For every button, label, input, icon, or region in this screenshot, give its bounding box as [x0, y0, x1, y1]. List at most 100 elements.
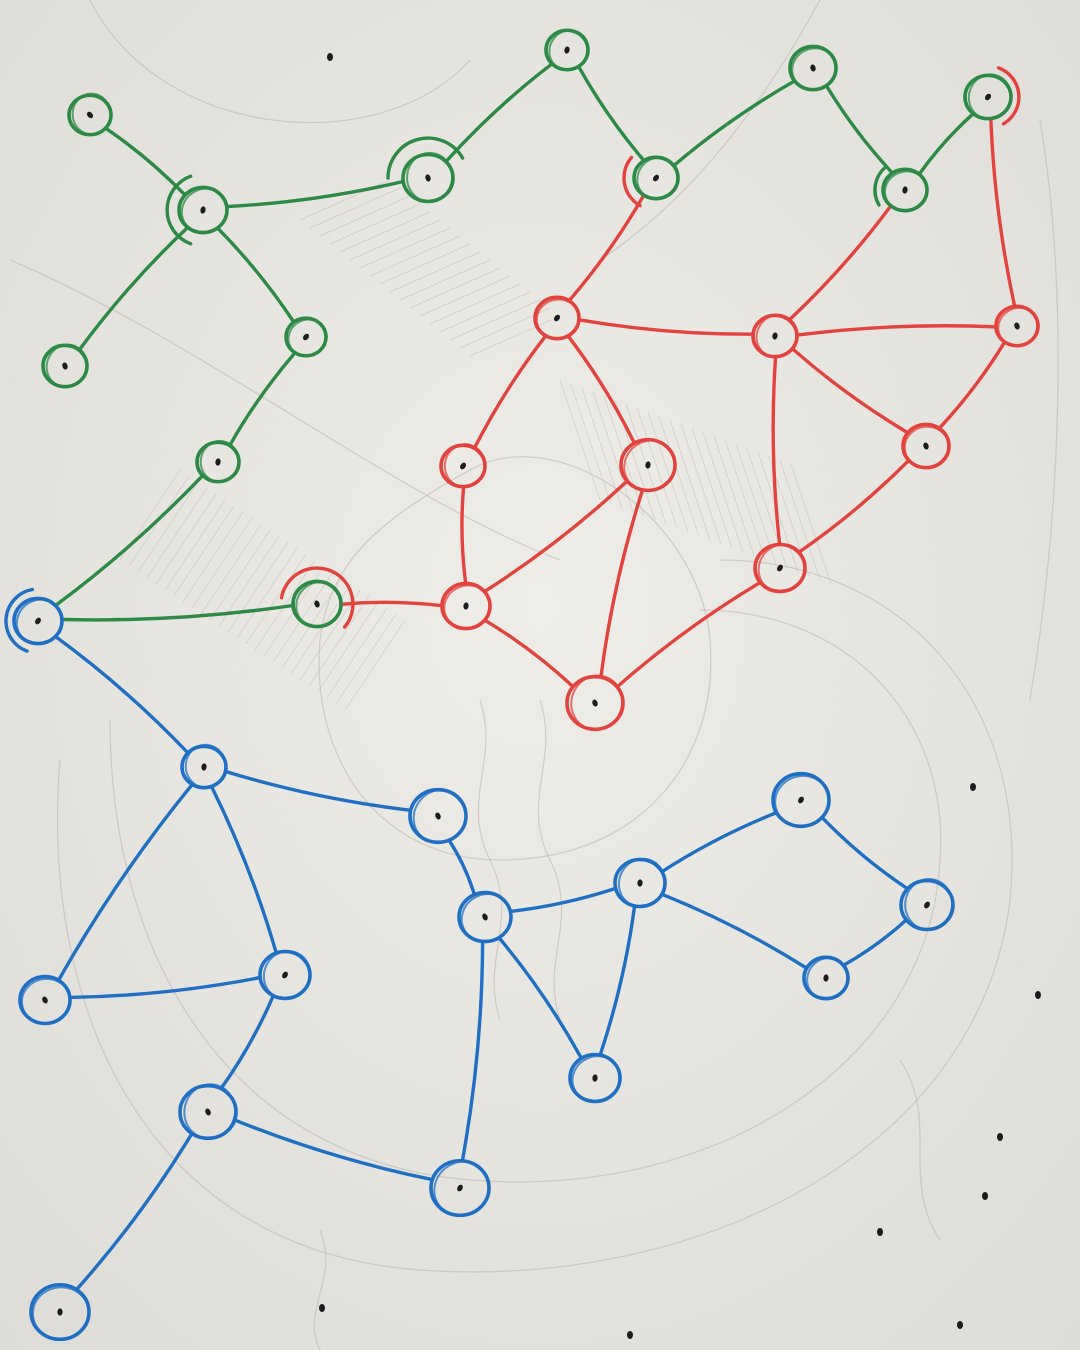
node-b13 [429, 1158, 491, 1218]
stray-ink-dot [957, 1321, 963, 1329]
node-center-dot [86, 111, 94, 119]
node-center-dot [798, 796, 804, 804]
node-g1 [67, 92, 113, 137]
node-b5 [613, 857, 667, 909]
edge-r2-r6 [791, 347, 910, 435]
stray-ink-dot [1035, 991, 1041, 999]
node-g3 [788, 44, 838, 92]
edge-r1-r2 [577, 318, 755, 336]
edge-b12-b14 [75, 1132, 193, 1291]
stray-ink-dot [997, 1133, 1003, 1141]
node-center-dot [302, 333, 310, 341]
node-center-dot [42, 996, 48, 1004]
node-center-dot [460, 462, 466, 470]
edge-b8-b5 [660, 892, 809, 970]
edge-g5-g9 [77, 226, 189, 352]
stray-ink-dot [627, 1331, 633, 1339]
edge-b9-b10 [68, 975, 262, 1000]
edge-g3-g8 [825, 84, 894, 175]
node-b9 [18, 974, 72, 1026]
edge-g5-g10 [216, 226, 296, 324]
edge-r4-r8 [460, 486, 468, 584]
node-g5 [165, 174, 229, 246]
node-r2 [751, 313, 799, 359]
edge-b10-b12 [220, 995, 275, 1090]
edge-g2-g7 [577, 65, 646, 162]
node-center-dot [923, 442, 929, 450]
edge-g7-r1 [568, 194, 645, 302]
node-g2 [544, 28, 590, 72]
node-g6 [386, 136, 465, 204]
node-center-dot [457, 1184, 463, 1192]
node-center-dot [902, 186, 908, 194]
edge-b6-b5 [508, 886, 618, 914]
stray-ink-dot [319, 1304, 325, 1312]
edge-b2-b3 [223, 769, 413, 812]
stray-ink-dot [327, 53, 333, 61]
node-g9 [41, 343, 89, 389]
edge-r2-r3 [795, 324, 998, 337]
node-g12 [279, 566, 355, 629]
node-b12 [178, 1083, 238, 1141]
node-b6 [457, 890, 513, 944]
node-center-dot [215, 458, 221, 466]
node-b3 [408, 787, 468, 845]
node-g11 [195, 439, 241, 484]
node-g7 [622, 155, 680, 208]
edge-r5-r9 [599, 489, 644, 678]
edge-g7-g3 [672, 79, 796, 168]
edge-b4-b7 [820, 816, 909, 891]
edge-g8-g4 [917, 112, 975, 176]
node-b11 [568, 1052, 622, 1104]
stray-marks-layer [319, 53, 1041, 1339]
node-center-dot [425, 174, 431, 182]
node-r4 [439, 443, 487, 489]
edge-r2-r7 [771, 356, 782, 545]
node-center-dot [35, 617, 41, 625]
node-center-dot [554, 314, 560, 322]
node-b14 [29, 1282, 91, 1342]
stray-ink-dot [970, 783, 976, 791]
edge-b5-b4 [660, 811, 778, 874]
node-b10 [258, 949, 312, 1001]
node-r7 [753, 542, 807, 594]
nodes-layer [4, 28, 1040, 1342]
edge-b5-b11 [598, 905, 637, 1056]
edge-b1-b2 [54, 635, 190, 755]
node-center-dot [564, 46, 570, 54]
edge-b6-b13 [461, 941, 485, 1161]
edge-b1-g12 [60, 603, 295, 622]
node-r1 [533, 295, 581, 341]
node-center-dot [777, 564, 783, 572]
node-r9 [565, 674, 625, 732]
node-center-dot [463, 602, 469, 610]
node-g10 [284, 316, 328, 358]
edge-r8-r9 [483, 618, 575, 688]
node-center-dot [984, 93, 992, 101]
node-b7 [899, 878, 955, 932]
node-center-dot [652, 174, 660, 182]
node-b2 [180, 743, 228, 790]
node-center-dot [200, 206, 206, 214]
edge-g11-b1 [54, 474, 204, 607]
node-b4 [771, 771, 831, 829]
edge-g5-g6 [225, 179, 405, 209]
node-center-dot [1014, 322, 1020, 330]
edge-b2-b9 [57, 783, 194, 981]
node-center-dot [645, 461, 651, 469]
node-g8 [873, 165, 929, 213]
node-center-dot [205, 1108, 211, 1116]
edge-b7-b8 [842, 918, 908, 967]
edge-r3-r6 [938, 341, 1006, 430]
node-center-dot [435, 812, 441, 820]
edges-layer [54, 62, 1017, 1291]
node-b8 [802, 955, 850, 1001]
stray-ink-dot [982, 1192, 988, 1200]
edge-g8-r2 [787, 204, 893, 322]
node-center-dot [62, 362, 68, 370]
node-center-dot [823, 974, 829, 982]
node-r8 [440, 581, 492, 631]
node-center-dot [201, 763, 207, 771]
